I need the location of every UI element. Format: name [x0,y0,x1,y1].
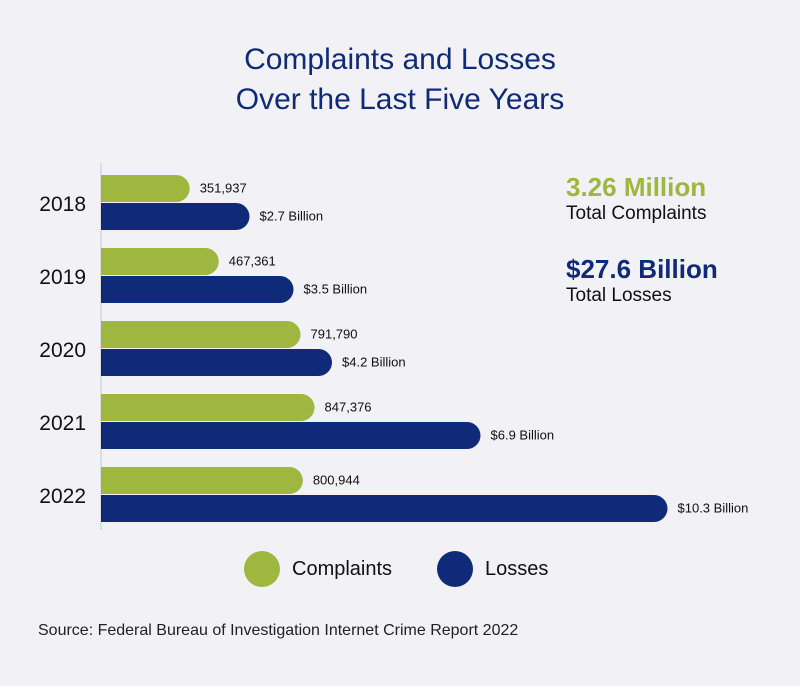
data-label-complaints-2018: 351,937 [200,181,247,196]
bar-losses-2018 [101,203,250,230]
bar-complaints-2020 [101,321,301,348]
data-label-complaints-2020: 791,790 [311,327,358,342]
legend-swatch-losses [437,551,473,587]
y-tick-label-2021: 2021 [39,412,86,435]
source-note: Source: Federal Bureau of Investigation … [38,622,519,639]
y-tick-label-2019: 2019 [39,266,86,289]
data-label-complaints-2022: 800,944 [313,473,360,488]
y-tick-label-2018: 2018 [39,193,86,216]
title-line-2: Over the Last Five Years [235,83,565,116]
bar-complaints-2022 [101,467,303,494]
bar-losses-2020 [101,349,332,376]
legend-item-complaints: Complaints [244,551,392,587]
total-complaints-label: Total Complaints [566,203,707,224]
bar-losses-2021 [101,422,481,449]
data-label-losses-2018: $2.7 Billion [260,209,324,224]
data-label-losses-2021: $6.9 Billion [491,428,555,443]
bar-complaints-2019 [101,248,219,275]
legend-label-complaints: Complaints [292,557,393,580]
legend-swatch-complaints [244,551,280,587]
data-label-losses-2020: $4.2 Billion [342,355,406,370]
y-tick-label-2020: 2020 [39,339,86,362]
data-label-losses-2019: $3.5 Billion [304,282,368,297]
data-label-complaints-2019: 467,361 [229,254,276,269]
title-line-1: Complaints and Losses [244,43,556,76]
total-complaints-value: 3.26 Million [566,172,707,202]
total-losses-value: $27.6 Billion [566,254,718,284]
y-tick-label-2022: 2022 [39,485,86,508]
data-label-complaints-2021: 847,376 [325,400,372,415]
bar-complaints-2018 [101,175,190,202]
total-losses-stat: $27.6 Billion Total Losses [566,254,718,308]
chart-title: Complaints and Losses Over the Last Five… [0,40,800,120]
total-complaints-stat: 3.26 Million Total Complaints [566,172,706,226]
total-losses-label: Total Losses [566,285,672,306]
bar-complaints-2021 [101,394,315,421]
legend-item-losses: Losses [437,551,548,587]
legend-label-losses: Losses [485,557,549,580]
data-label-losses-2022: $10.3 Billion [678,501,749,516]
bar-losses-2022 [101,495,668,522]
bar-losses-2019 [101,276,294,303]
